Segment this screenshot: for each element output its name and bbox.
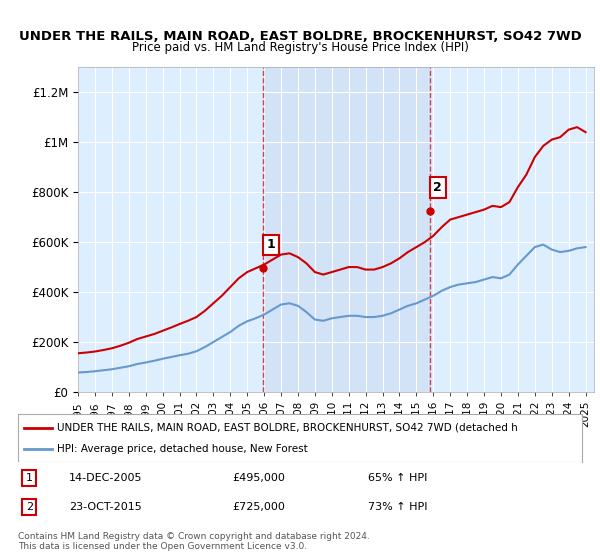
- Text: £725,000: £725,000: [232, 502, 285, 512]
- Text: This data is licensed under the Open Government Licence v3.0.: This data is licensed under the Open Gov…: [18, 542, 307, 551]
- Text: 65% ↑ HPI: 65% ↑ HPI: [368, 473, 427, 483]
- Text: Price paid vs. HM Land Registry's House Price Index (HPI): Price paid vs. HM Land Registry's House …: [131, 41, 469, 54]
- Text: 14-DEC-2005: 14-DEC-2005: [69, 473, 142, 483]
- Text: Contains HM Land Registry data © Crown copyright and database right 2024.: Contains HM Land Registry data © Crown c…: [18, 532, 370, 541]
- Text: 2: 2: [26, 502, 33, 512]
- Text: £495,000: £495,000: [232, 473, 285, 483]
- Text: 23-OCT-2015: 23-OCT-2015: [69, 502, 142, 512]
- Text: 73% ↑ HPI: 73% ↑ HPI: [368, 502, 427, 512]
- Text: 1: 1: [26, 473, 33, 483]
- Text: 2: 2: [433, 181, 442, 194]
- Bar: [263, 67, 430, 392]
- Text: HPI: Average price, detached house, New Forest: HPI: Average price, detached house, New …: [58, 444, 308, 454]
- Text: UNDER THE RAILS, MAIN ROAD, EAST BOLDRE, BROCKENHURST, SO42 7WD: UNDER THE RAILS, MAIN ROAD, EAST BOLDRE,…: [19, 30, 581, 43]
- Text: 1: 1: [266, 239, 275, 251]
- Text: UNDER THE RAILS, MAIN ROAD, EAST BOLDRE, BROCKENHURST, SO42 7WD (detached h: UNDER THE RAILS, MAIN ROAD, EAST BOLDRE,…: [58, 423, 518, 433]
